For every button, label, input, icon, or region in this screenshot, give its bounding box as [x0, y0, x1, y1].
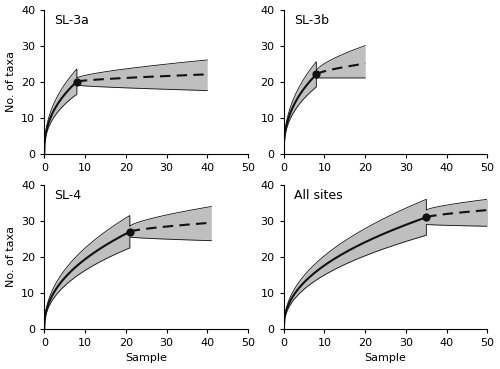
Y-axis label: No. of taxa: No. of taxa [6, 51, 16, 112]
X-axis label: Sample: Sample [125, 354, 167, 363]
Y-axis label: No. of taxa: No. of taxa [6, 226, 16, 287]
X-axis label: Sample: Sample [364, 354, 406, 363]
Text: SL-3a: SL-3a [54, 14, 90, 27]
Point [422, 214, 430, 220]
Text: SL-3b: SL-3b [294, 14, 329, 27]
Point [312, 71, 320, 77]
Text: All sites: All sites [294, 189, 343, 202]
Point [73, 79, 81, 85]
Point [126, 229, 134, 235]
Text: SL-4: SL-4 [54, 189, 82, 202]
